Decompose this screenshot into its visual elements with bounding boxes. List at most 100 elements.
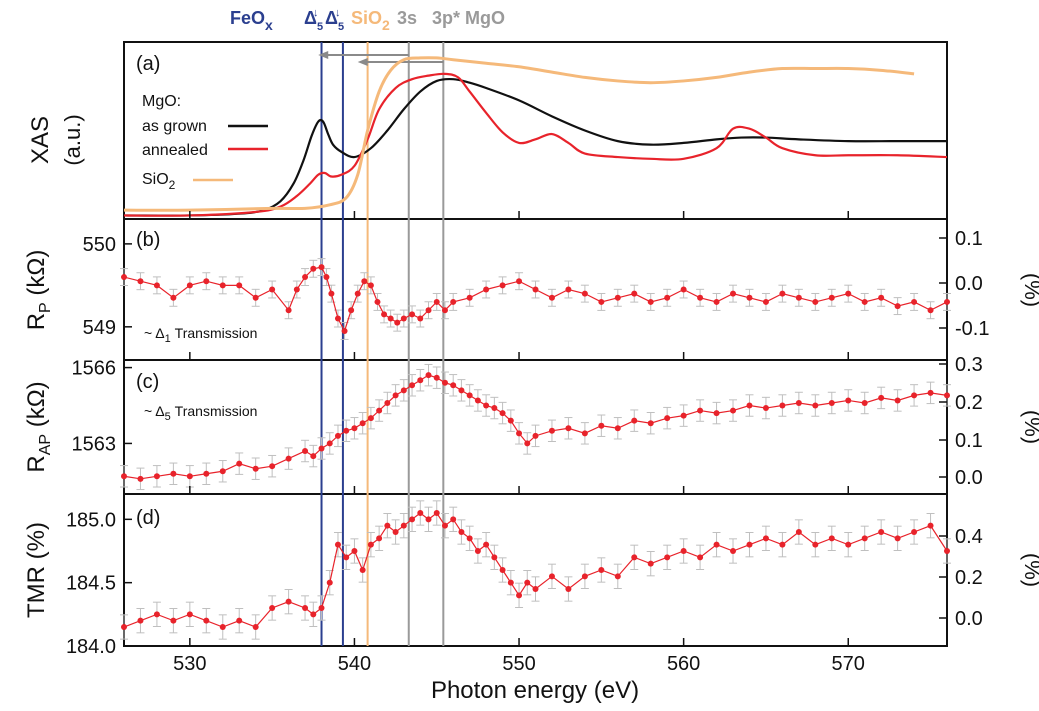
b-data-point [348,307,355,314]
right-y-tick-label: 0.2 [955,567,983,589]
b-data-point [381,311,388,318]
d-data-point [326,579,333,586]
arrows [318,51,444,66]
d-data-point [532,586,539,592]
b-data-point [680,286,687,293]
panel-d-tag: (d) [136,507,160,529]
d-data-point [137,617,144,624]
c-data-point [153,473,160,480]
c-data-point [269,463,276,470]
legend-sio2-label: SiO2 [142,171,176,192]
b-data-point [647,298,654,305]
right-y-tick-label: -0.1 [955,318,989,340]
right-y-tick-label: 0.0 [955,608,983,630]
b-data-point [203,278,210,285]
b-data-point [516,278,523,285]
xas-legend: MgO: as grown annealed SiO2 [142,93,268,192]
c-data-point [326,440,333,447]
legend-as-grown-label: as grown [142,118,207,135]
b-data-point [293,286,300,293]
top-labels: FeOx Δ5 ↓ Δ5 ↓ SiO2 3s 3p* MgO [230,7,505,33]
b-data-point [170,294,177,301]
b-data-point [631,290,638,297]
d-data-point [746,541,753,548]
right-y-tick-label: 0.1 [955,228,983,250]
delta5-label-a: Δ5 [304,8,323,33]
c-data-point [845,397,852,404]
legend-annealed-label: annealed [142,142,208,159]
reference-lines [320,42,445,646]
b-data-point [219,282,226,289]
xas-ylabel-unit: (a.u.) [60,114,85,165]
b-data-point [598,298,605,305]
d-data-point [186,611,193,618]
c-data-point [878,394,885,401]
panel-b-tag: (b) [136,229,160,251]
d-data-point [499,567,506,573]
arrow-3s-head [318,51,329,59]
d-data-point [351,548,358,554]
d-connector [123,512,948,628]
d-data-point [491,554,498,561]
b-data-point [374,298,381,305]
b-data-point [828,294,835,301]
c-data-point [911,392,918,399]
d-data-point [384,522,391,529]
b-data-point [121,274,127,281]
b-data-point [861,298,868,305]
arrow-3p-head [357,58,368,66]
d-data-point [417,510,424,516]
b-data-point [730,290,737,297]
c-data-point [631,417,638,424]
c-data-point [524,440,531,447]
c-data-point [697,407,704,414]
left-y-tick-label: 184.5 [66,573,116,595]
b-data-point [845,290,852,297]
left-y-tick-label: 550 [83,234,116,256]
arrow-glyph-a: ↓ [313,7,319,19]
rap-right-label: (%) [1020,410,1039,444]
d-data-point [392,529,399,535]
b-data-point [341,327,348,334]
c-data-point [219,468,226,475]
c-data-point [795,399,802,406]
c-data-point [252,465,259,472]
d-data-point [236,617,243,624]
b-data-point [433,298,440,305]
c-data-point [186,473,193,480]
c-data-point [779,402,786,409]
b-data-point [894,303,901,310]
d-data-point [409,516,416,523]
c-data-point [861,399,868,406]
d-data-point [302,605,309,611]
delta5-label-b: Δ5 [325,8,344,33]
d-data-point [927,522,934,529]
d-data-point [524,579,531,586]
b-data-point [417,315,424,322]
c-data-point [400,387,407,394]
c-data-point [762,405,769,412]
x-axis-label: Photon energy (eV) [431,677,639,704]
b-data-point [664,294,671,301]
mgo-3p-label: 3p* MgO [432,8,505,28]
c-data-point [384,399,391,406]
c-data-point [137,475,144,482]
b-data-point [328,290,335,297]
c-data-point [664,415,671,422]
d-data-point [828,535,835,542]
b-data-point [186,282,193,289]
c-data-point [351,425,358,432]
c-data-point [203,470,210,477]
c-data-point [425,372,432,379]
b-data-point [269,286,276,293]
c-data-point [334,432,341,439]
c-data-point [499,410,506,417]
d-data-point [170,617,177,624]
rp-right-label: (%) [1020,273,1039,307]
b-data-point [236,282,243,289]
b-data-point [779,290,786,297]
d-data-point [581,573,588,580]
right-y-tick-label: 0.0 [955,273,983,295]
c-data-point [944,392,950,399]
